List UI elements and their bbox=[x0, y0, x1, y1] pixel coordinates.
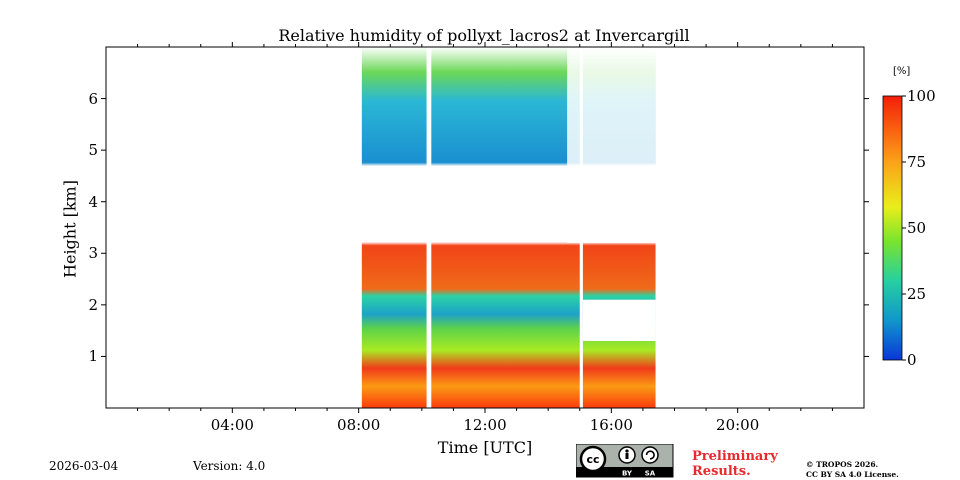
y-tick-label: 1 bbox=[88, 347, 98, 366]
colorbar-tick-label: 25 bbox=[907, 285, 927, 303]
svg-text:cc: cc bbox=[586, 453, 599, 466]
colorbar-tick-label: 50 bbox=[907, 219, 927, 237]
colorbar-ticks bbox=[902, 95, 906, 361]
preliminary-line1: Preliminary bbox=[692, 449, 778, 464]
version-label: Version: 4.0 bbox=[193, 459, 266, 473]
license-line1: © TROPOS 2026. bbox=[806, 460, 879, 469]
preliminary-line2: Results. bbox=[692, 464, 751, 479]
colorbar bbox=[882, 95, 903, 361]
x-tick-label: 20:00 bbox=[716, 416, 760, 434]
x-tick-label: 16:00 bbox=[589, 416, 633, 434]
x-tick-label: 12:00 bbox=[463, 416, 507, 434]
share-alike-icon bbox=[641, 446, 659, 464]
cc-by-label: BY bbox=[622, 470, 633, 478]
colorbar-tick-label: 0 bbox=[907, 351, 917, 369]
cc-sa-label: SA bbox=[645, 470, 656, 478]
y-tick-label: 6 bbox=[88, 89, 98, 108]
y-tick-label: 3 bbox=[88, 244, 98, 263]
data-gap-2 bbox=[579, 47, 583, 408]
x-tick-label: 04:00 bbox=[210, 416, 254, 434]
cc-icon bbox=[579, 445, 607, 473]
x-axis-label: Time [UTC] bbox=[437, 438, 533, 457]
preliminary-results-note: Preliminary Results. bbox=[692, 449, 778, 479]
y-tick-label: 2 bbox=[88, 295, 98, 314]
y-tick-label: 4 bbox=[88, 192, 98, 211]
chart-title: Relative humidity of pollyxt_lacros2 at … bbox=[278, 26, 690, 45]
colorbar-tick-label: 75 bbox=[907, 153, 927, 171]
y-tick-label: 5 bbox=[88, 141, 98, 160]
plot-area bbox=[361, 47, 656, 408]
colorbar-tick-label: 100 bbox=[907, 87, 936, 105]
cleared-region-mask bbox=[582, 299, 656, 341]
license-note: © TROPOS 2026. CC BY SA 4.0 License. bbox=[806, 460, 899, 480]
cc-license-badge: cc BY SA bbox=[576, 444, 674, 478]
axes bbox=[101, 42, 869, 413]
data-gap-1 bbox=[426, 47, 432, 408]
colorbar-unit: [%] bbox=[893, 66, 911, 77]
license-line2: CC BY SA 4.0 License. bbox=[806, 470, 899, 479]
x-tick-label: 08:00 bbox=[337, 416, 381, 434]
plot-date: 2026-03-04 bbox=[49, 459, 119, 473]
